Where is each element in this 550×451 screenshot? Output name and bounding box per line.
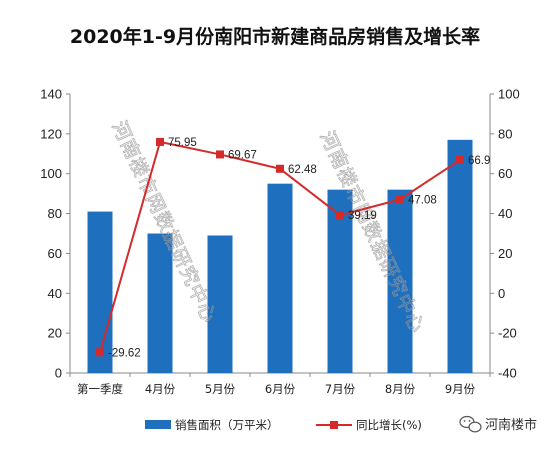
legend-line-marker — [330, 421, 338, 429]
category-label: 6月份 — [265, 382, 296, 396]
right-tick-label: 20 — [498, 246, 512, 261]
data-label: 39.19 — [348, 210, 377, 222]
wechat-icon — [459, 415, 482, 433]
line-point — [336, 211, 344, 220]
left-tick-label: 60 — [48, 246, 62, 261]
chart-title: 2020年1-9月份南阳市新建商品房销售及增长率 — [70, 25, 480, 48]
left-tick-label: 20 — [48, 326, 62, 341]
line-point — [456, 155, 464, 164]
right-tick-label: 40 — [498, 206, 512, 221]
bar-sales-area — [327, 189, 353, 373]
line-point — [156, 137, 164, 146]
category-label: 7月份 — [325, 382, 356, 396]
line-point — [276, 164, 284, 173]
line-layer: -29.62 75.95 69.67 62.48 39.19 47.08 66.9 — [96, 137, 490, 359]
brand-name: 河南楼市 — [485, 417, 537, 433]
left-tick-label: 100 — [40, 166, 62, 181]
right-tick-label: -20 — [498, 326, 517, 341]
left-tick-label: 80 — [48, 206, 62, 221]
data-label: 62.48 — [288, 164, 317, 176]
data-label: 69.67 — [228, 149, 257, 161]
line-point — [96, 348, 104, 357]
data-label: -29.62 — [108, 347, 141, 359]
line-point — [216, 150, 224, 159]
legend: 销售面积（万平米） 同比增长(%) — [145, 418, 422, 432]
brand-badge: 河南楼市 — [459, 415, 537, 433]
bar-sales-area — [267, 183, 293, 373]
right-tick-label: 0 — [498, 286, 505, 301]
left-tick-label: 140 — [40, 87, 62, 102]
legend-bar-label: 销售面积（万平米） — [175, 418, 279, 432]
line-point — [396, 195, 404, 204]
right-tick-label: 80 — [498, 126, 512, 141]
plot-area: 0 20 40 60 80 100 120 140 -40 -20 0 20 40 60 80 100 第一季度… — [40, 87, 519, 397]
data-label: 66.9 — [468, 155, 490, 167]
legend-bar-swatch — [145, 420, 171, 429]
category-label: 8月份 — [385, 382, 416, 396]
bar-sales-area — [447, 139, 473, 373]
bar-sales-area — [87, 211, 113, 373]
category-label: 5月份 — [205, 382, 236, 396]
category-label: 9月份 — [445, 382, 476, 396]
bar-sales-area — [147, 233, 173, 373]
category-label: 4月份 — [145, 382, 176, 396]
left-tick-label: 120 — [40, 126, 62, 141]
category-label: 第一季度 — [77, 382, 123, 396]
left-tick-label: 40 — [48, 286, 62, 301]
right-tick-label: 60 — [498, 166, 512, 181]
bar-sales-area — [387, 189, 413, 373]
right-tick-label: 100 — [498, 87, 520, 102]
legend-line-label: 同比增长(%) — [356, 418, 422, 432]
left-tick-label: 0 — [55, 366, 62, 381]
right-tick-label: -40 — [498, 366, 517, 381]
data-label: 75.95 — [168, 137, 197, 149]
data-label: 47.08 — [408, 194, 437, 206]
bar-sales-area — [207, 235, 233, 373]
